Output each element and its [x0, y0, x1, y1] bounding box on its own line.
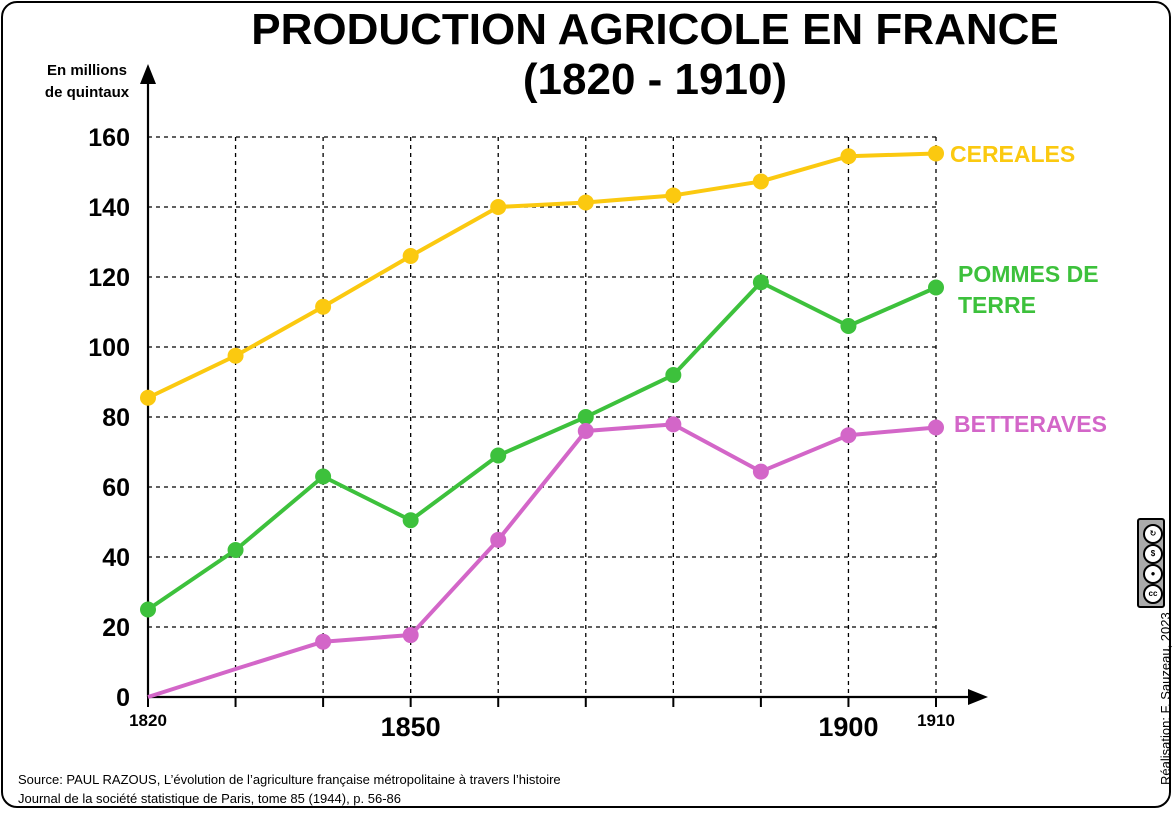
x-tick-label: 1910	[917, 711, 955, 730]
series-line	[147, 151, 937, 400]
y-tick-label: 80	[102, 404, 130, 432]
data-point	[140, 601, 156, 618]
data-point	[928, 279, 944, 296]
y-axis-label-line-2: de quintaux	[44, 84, 130, 101]
data-point	[577, 194, 594, 211]
x-tick-label: 1820	[129, 711, 167, 730]
data-point	[665, 416, 682, 433]
series-line	[146, 280, 937, 612]
y-tick-label: 140	[88, 194, 130, 222]
data-point	[840, 148, 857, 165]
y-axis-label-line-1: En millions	[46, 62, 127, 79]
data-point	[840, 427, 857, 444]
data-point	[402, 512, 419, 529]
data-point	[665, 187, 682, 204]
y-tick-label: 160	[88, 124, 130, 152]
x-axis-arrow	[968, 689, 988, 705]
data-point	[490, 447, 507, 464]
data-point	[315, 468, 332, 485]
data-point	[490, 199, 507, 215]
data-point	[315, 298, 332, 315]
y-tick-label: 40	[102, 544, 130, 572]
series-label: POMMES DE	[958, 261, 1099, 287]
data-point	[577, 423, 594, 439]
cc-icon: cc	[1143, 584, 1163, 604]
data-point	[490, 531, 507, 548]
data-point	[402, 627, 419, 644]
license-badge: ↻ $ ● cc	[1137, 518, 1165, 608]
y-axis-label: En millions de quintaux	[22, 60, 152, 104]
data-point	[752, 274, 769, 291]
data-point	[928, 419, 944, 436]
x-tick-label: 1850	[381, 712, 441, 742]
series-label: BETTERAVES	[954, 411, 1107, 437]
by-icon: ●	[1143, 564, 1163, 584]
author-credit: Réalisation: F. Sauzeau, 2023	[1158, 612, 1173, 785]
data-point	[752, 173, 769, 190]
source-note: Source: PAUL RAZOUS, L’évolution de l’ag…	[18, 770, 561, 808]
series-line	[147, 422, 937, 699]
data-point	[840, 318, 857, 334]
y-axis-arrow	[140, 64, 156, 84]
series-label: CEREALES	[950, 141, 1075, 167]
chart-subtitle: (1820 - 1910)	[522, 55, 788, 104]
x-tick-label: 1900	[818, 712, 878, 742]
y-tick-label: 0	[116, 684, 130, 712]
sa-icon: ↻	[1143, 524, 1163, 544]
nc-icon: $	[1143, 544, 1163, 564]
series-label: TERRE	[958, 292, 1036, 318]
chart-title: PRODUCTION AGRICOLE EN FRANCE	[251, 5, 1059, 54]
y-tick-label: 100	[88, 334, 130, 362]
data-point	[315, 633, 332, 650]
data-point	[752, 463, 769, 480]
source-line-1: Source: PAUL RAZOUS, L’évolution de l’ag…	[18, 772, 561, 787]
y-tick-label: 60	[102, 474, 130, 502]
data-point	[140, 389, 156, 406]
data-point	[227, 542, 244, 558]
data-point	[665, 367, 682, 383]
y-tick-label: 120	[88, 264, 130, 292]
y-tick-label: 20	[102, 614, 130, 642]
data-point	[227, 347, 244, 364]
data-point	[928, 145, 944, 162]
data-point	[577, 409, 594, 425]
data-point	[402, 248, 419, 264]
source-line-2: Journal de la société statistique de Par…	[18, 791, 401, 806]
